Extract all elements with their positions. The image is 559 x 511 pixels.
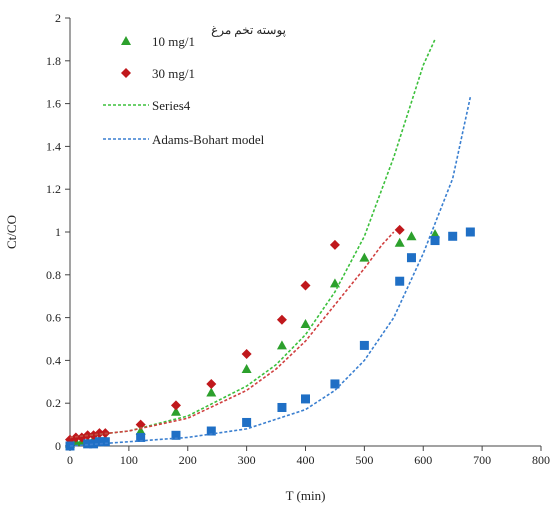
y-tick-label: 0 <box>55 439 61 453</box>
data-point <box>276 340 287 350</box>
legend-label: 10 mg/1 <box>152 34 195 49</box>
y-tick-label: 1.2 <box>46 182 61 196</box>
legend-marker <box>121 68 131 78</box>
y-tick-label: 0.6 <box>46 311 61 325</box>
x-tick-label: 200 <box>179 453 197 467</box>
x-tick-label: 500 <box>355 453 373 467</box>
y-tick-label: 2 <box>55 11 61 25</box>
annotation-label: پوسته تخم مرغ <box>211 23 286 37</box>
y-tick-label: 1.6 <box>46 97 61 111</box>
data-point <box>329 278 340 288</box>
x-tick-label: 300 <box>238 453 256 467</box>
data-point <box>395 276 405 286</box>
data-point <box>277 402 287 412</box>
data-point <box>206 378 217 389</box>
legend: 10 mg/1 30 mg/1 Series4 Adams-Bohart model <box>103 34 265 147</box>
legend-entry: 30 mg/1 <box>121 66 195 81</box>
data-point <box>242 417 252 427</box>
legend-label: 30 mg/1 <box>152 66 195 81</box>
data-point <box>206 387 217 397</box>
data-point <box>300 280 311 291</box>
series-line <box>69 231 395 439</box>
data-point <box>430 236 440 246</box>
series-layer <box>65 39 475 451</box>
x-tick-label: 700 <box>473 453 491 467</box>
data-point <box>135 419 146 430</box>
x-tick-label: 600 <box>414 453 432 467</box>
data-point <box>170 406 181 416</box>
data-point <box>171 430 181 440</box>
axes: 0 100 200 300 400 500 600 700 800 0 0.2 0.4 0.6 0.8 1 1… <box>4 11 550 503</box>
data-point <box>406 253 416 263</box>
data-point <box>430 229 441 239</box>
y-tick-label: 0.8 <box>46 268 61 282</box>
data-point <box>329 239 340 250</box>
data-point <box>276 314 287 325</box>
x-tick-label: 800 <box>532 453 550 467</box>
x-tick-label: 400 <box>297 453 315 467</box>
data-point <box>359 340 369 350</box>
data-point <box>330 379 340 389</box>
data-point <box>170 400 181 411</box>
series-5 <box>69 97 472 447</box>
legend-label: Adams-Bohart model <box>152 132 265 147</box>
data-point <box>136 432 146 442</box>
data-point <box>100 437 110 447</box>
series-4 <box>69 231 395 439</box>
data-point <box>206 426 216 436</box>
data-point <box>241 363 252 373</box>
y-axis-title: Ct/CO <box>4 215 19 249</box>
series-2 <box>65 227 475 451</box>
data-point <box>465 227 475 237</box>
data-point <box>301 394 310 404</box>
x-axis-title: T (min) <box>286 488 326 503</box>
legend-entry: Series4 <box>103 98 191 113</box>
data-point <box>448 231 458 241</box>
y-tick-label: 0.4 <box>46 353 61 367</box>
x-tick-label: 100 <box>120 453 138 467</box>
legend-marker <box>121 36 131 45</box>
y-tick-label: 0.2 <box>46 396 61 410</box>
data-point <box>359 252 370 262</box>
data-point <box>241 348 252 359</box>
legend-entry: Adams-Bohart model <box>103 132 265 147</box>
data-point <box>89 439 99 449</box>
series-line <box>69 39 436 439</box>
data-point <box>83 439 93 449</box>
x-tick-label: 0 <box>67 453 73 467</box>
legend-label: Series4 <box>152 98 191 113</box>
data-point <box>135 426 146 436</box>
series-0 <box>65 229 441 448</box>
series-line <box>69 97 472 447</box>
data-point <box>94 437 104 447</box>
series-3 <box>69 39 436 439</box>
data-point <box>94 428 105 439</box>
y-tick-label: 1 <box>55 225 61 239</box>
y-tick-label: 1.4 <box>46 139 61 153</box>
data-point <box>300 319 311 329</box>
data-point <box>406 231 417 241</box>
data-point <box>394 224 405 235</box>
y-tick-label: 1.8 <box>46 54 61 68</box>
legend-entry: 10 mg/1 <box>121 34 195 49</box>
data-point <box>394 237 405 247</box>
